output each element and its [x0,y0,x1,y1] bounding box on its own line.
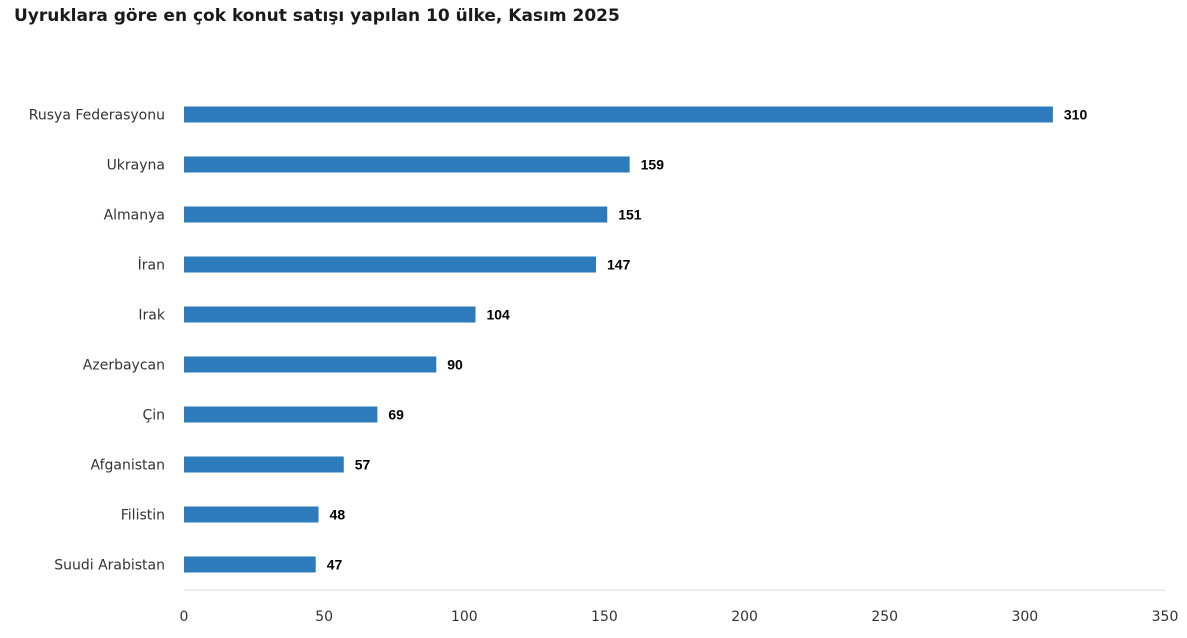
x-tick-label: 50 [315,609,333,625]
category-label: Irak [138,308,165,324]
category-label: Suudi Arabistan [54,558,165,574]
category-label: Almanya [104,208,165,224]
bar [184,406,378,423]
x-tick-label: 350 [1152,609,1179,625]
x-tick-labels: 0 50 100 150 200 250 300 350 [180,609,1179,625]
x-tick-label: 0 [180,609,189,625]
category-label: İran [138,256,165,274]
bar [184,506,319,523]
bar [184,306,476,323]
bar [184,456,344,473]
data-label: 151 [618,207,642,223]
data-label: 47 [327,557,343,573]
data-label: 69 [388,407,404,423]
data-label: 310 [1064,107,1088,123]
bar [184,156,630,173]
bars-group [184,106,1053,573]
data-label: 104 [486,307,510,323]
category-label: Rusya Federasyonu [29,108,165,124]
chart-title: Uyruklara göre en çok konut satışı yapıl… [14,6,620,26]
category-label: Filistin [121,508,165,524]
data-label: 48 [330,507,346,523]
category-label: Azerbaycan [83,358,165,374]
bar [184,356,437,373]
value-labels: 310 159 151 147 104 90 69 57 48 47 [327,107,1088,573]
category-labels: Rusya Federasyonu Ukrayna Almanya İran Irak A… [29,108,166,574]
bar [184,206,608,223]
data-label: 159 [641,157,665,173]
data-label: 57 [355,457,371,473]
bar [184,106,1053,123]
x-tick-label: 150 [591,609,618,625]
category-label: Ukrayna [107,158,165,174]
x-tick-label: 250 [871,609,898,625]
data-label: 147 [607,257,631,273]
category-label: Afganistan [91,458,165,474]
x-tick-label: 300 [1011,609,1038,625]
data-label: 90 [447,357,463,373]
x-tick-label: 100 [451,609,478,625]
bar [184,556,316,573]
bar [184,256,597,273]
x-tick-label: 200 [731,609,758,625]
category-label: Çin [142,408,165,424]
